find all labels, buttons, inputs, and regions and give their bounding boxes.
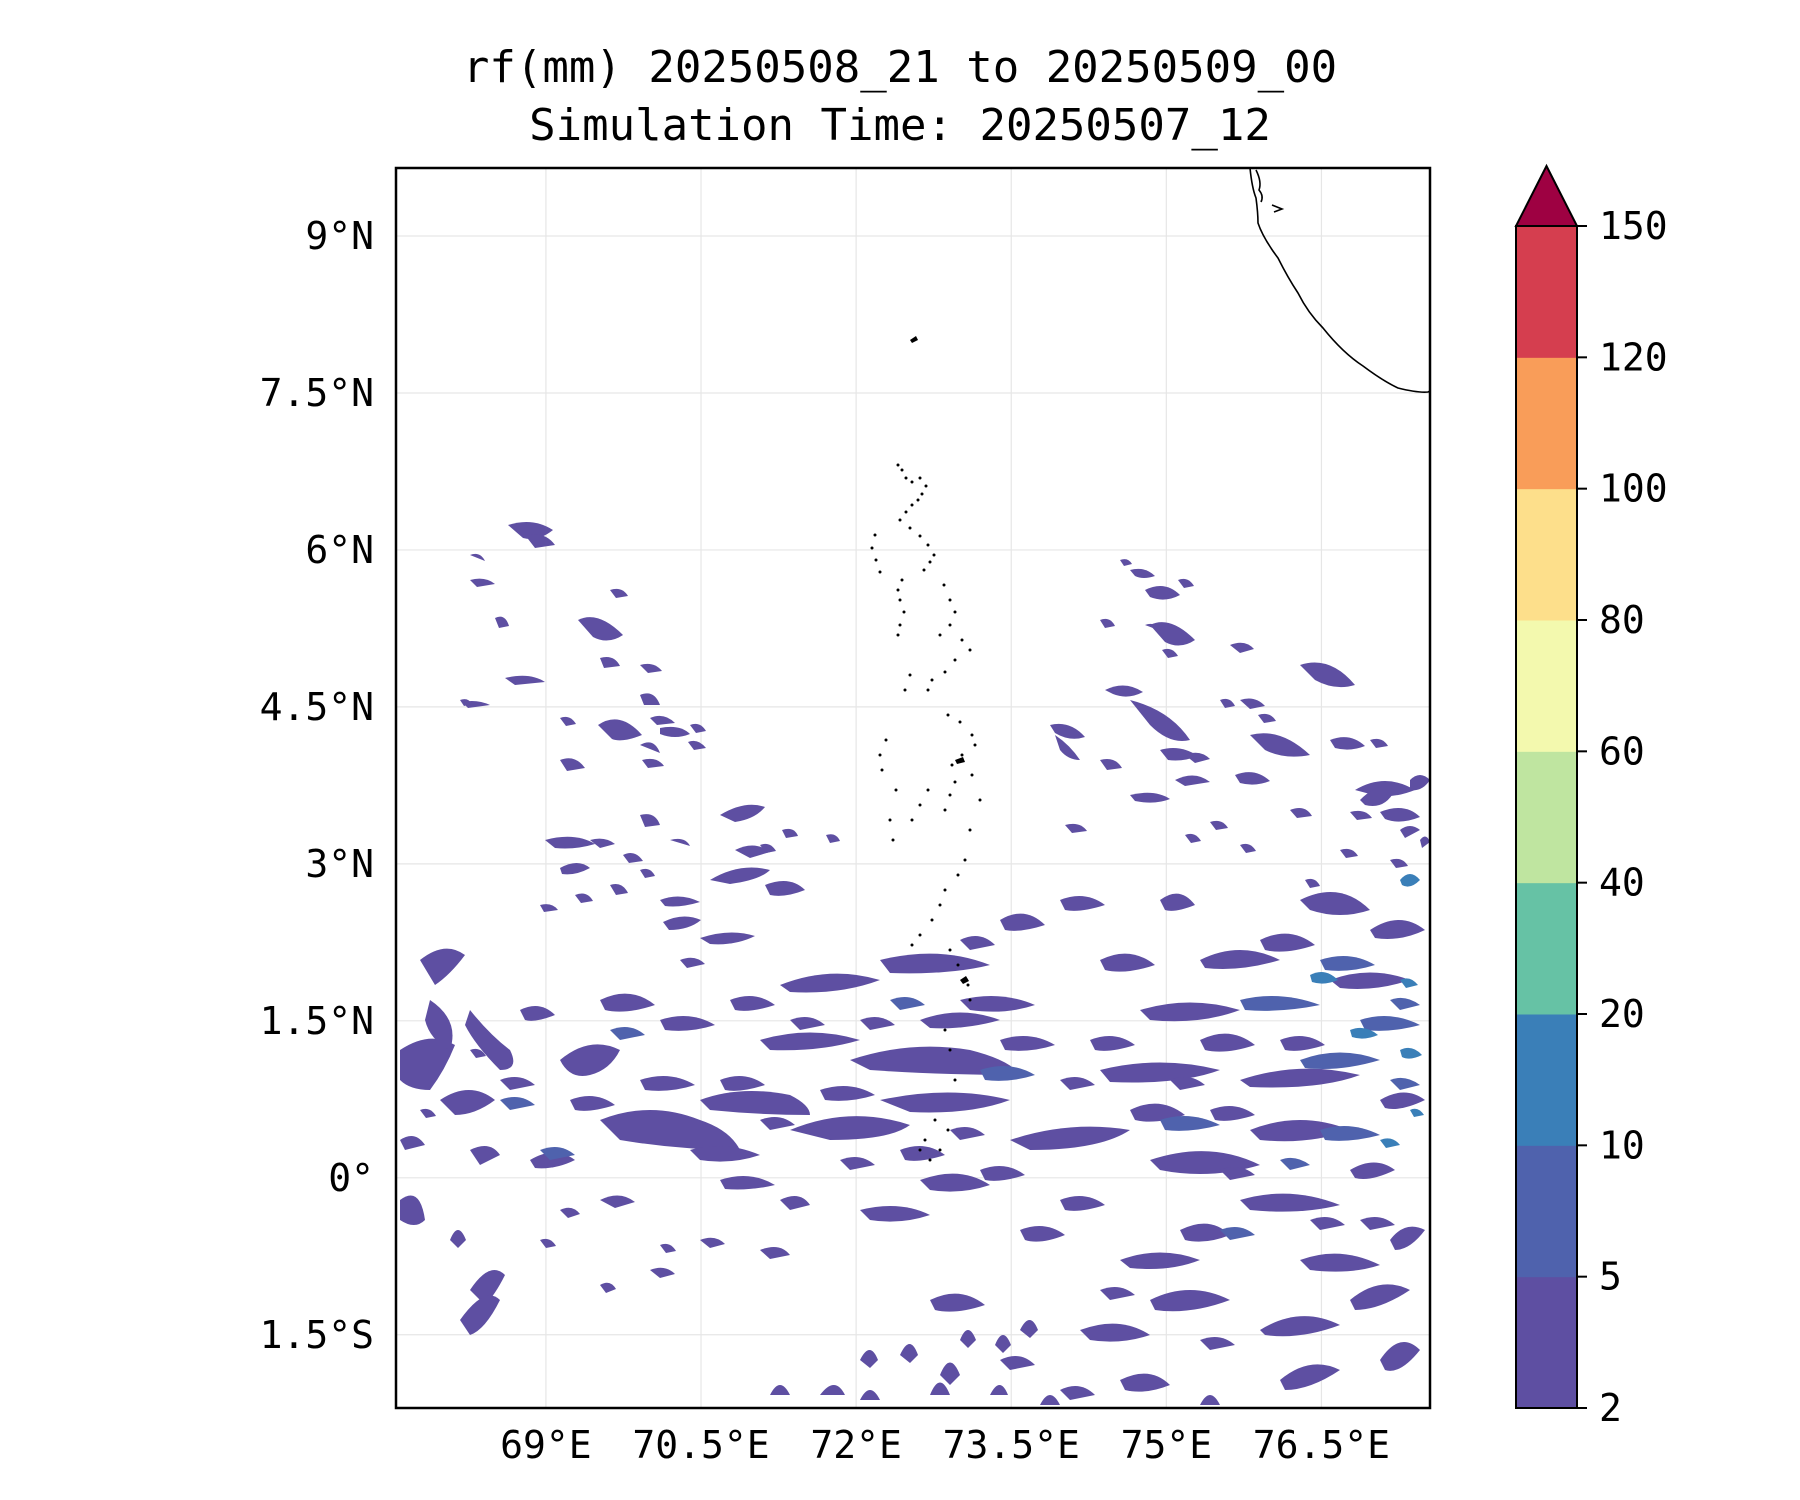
colorbar-segment: [1516, 357, 1577, 490]
lon-tick-label: 75°E: [1121, 1423, 1213, 1467]
colorbar-segment: [1516, 751, 1577, 884]
lat-tick-label: 4.5°N: [260, 685, 374, 729]
map-panel-background: [396, 168, 1430, 1408]
map-title-line2: Simulation Time: 20250507_12: [529, 100, 1271, 151]
lat-tick-label: 3°N: [305, 842, 374, 886]
lon-tick-label: 73.5°E: [943, 1423, 1080, 1467]
india-coastline-detail: [1255, 169, 1263, 203]
lon-tick-label: 72°E: [810, 1423, 902, 1467]
gridlines: [396, 168, 1430, 1408]
colorbar-segment: [1516, 488, 1577, 621]
rainfall-field: [400, 521, 1430, 1405]
maldives-lakshadweep-islands: [870, 336, 982, 1162]
rain-band-equatorial: [400, 892, 1425, 1405]
map-frame: [394, 166, 1432, 1410]
rain-cells-moderate: [500, 956, 1420, 1240]
colorbar-tick-label: 150: [1599, 204, 1668, 248]
india-coastline-detail: [1271, 204, 1285, 213]
colorbar-tick-label: 2: [1599, 1386, 1622, 1430]
lat-tick-label: 1.5°S: [260, 1313, 374, 1357]
rain-cells-northeast: [1050, 559, 1430, 888]
rain-cells-heavy: [1310, 874, 1424, 1148]
colorbar-segment: [1516, 1145, 1577, 1278]
lon-tick-label: 76.5°E: [1253, 1423, 1390, 1467]
colorbar-segment: [1516, 882, 1577, 1015]
lat-tick-label: 7.5°N: [260, 371, 374, 415]
colorbar-tick-label: 40: [1599, 861, 1645, 905]
colorbar-tick-label: 5: [1599, 1255, 1622, 1299]
colorbar-segment: [1516, 620, 1577, 752]
axis-ticks: 69°E 70.5°E 72°E 73.5°E 75°E 76.5°E 9°N 7.5°N 6°…: [260, 214, 1390, 1467]
colorbar-tick-label: 80: [1599, 598, 1645, 642]
lat-tick-label: 0°: [328, 1156, 374, 1200]
colorbar-tick-label: 10: [1599, 1123, 1645, 1167]
lon-tick-label: 69°E: [500, 1423, 592, 1467]
colorbar-segment: [1516, 1276, 1577, 1409]
colorbar-extend-arrow: [1514, 163, 1579, 227]
colorbar-segment: [1516, 1014, 1577, 1146]
coastline: [1249, 168, 1430, 393]
lat-tick-label: 6°N: [305, 528, 374, 572]
colorbar-tick-label: 100: [1599, 467, 1668, 511]
colorbar-frame: [1515, 225, 1578, 1409]
colorbar: 2 5 10 20 40 60 80 100 120 150: [1514, 163, 1668, 1430]
lat-tick-label: 9°N: [305, 214, 374, 258]
map-title-line1: rf(mm) 20250508_21 to 20250509_00: [462, 42, 1338, 93]
colorbar-tick-label: 60: [1599, 729, 1645, 773]
colorbar-tick-label: 120: [1599, 335, 1668, 379]
lon-tick-label: 70.5°E: [632, 1423, 769, 1467]
colorbar-tick-label: 20: [1599, 992, 1645, 1036]
india-coastline: [1249, 168, 1430, 393]
colorbar-segment: [1516, 226, 1577, 358]
rain-cells-northwest: [460, 521, 840, 968]
lat-tick-label: 1.5°N: [260, 999, 374, 1043]
